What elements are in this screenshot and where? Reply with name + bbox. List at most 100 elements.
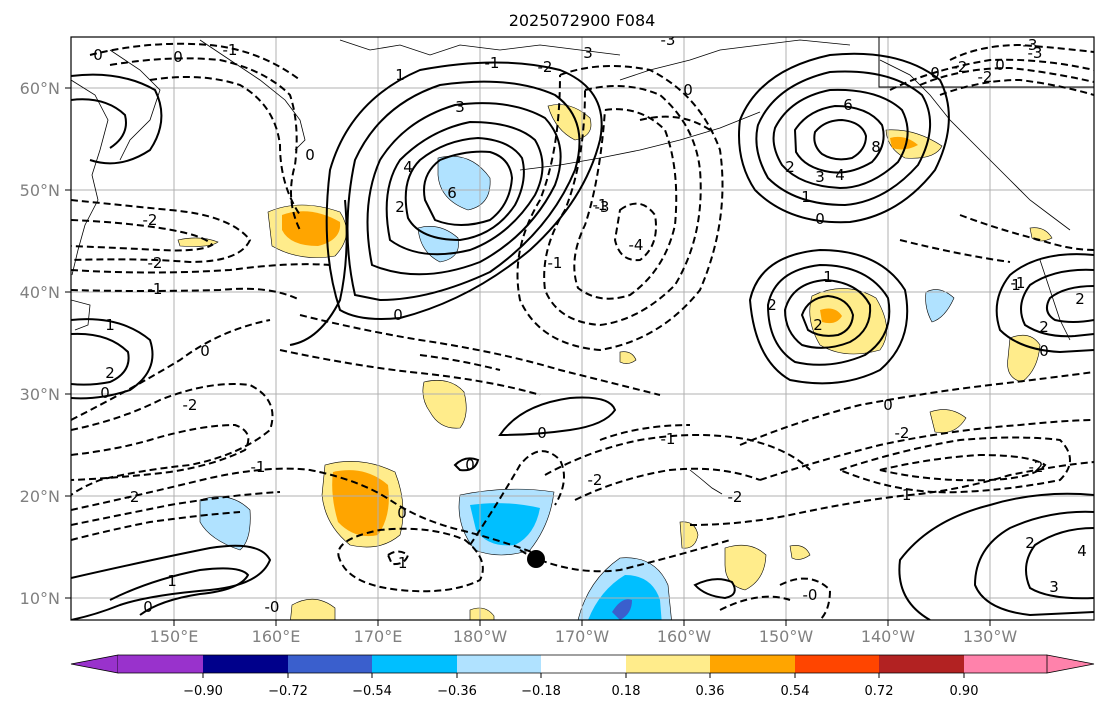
contour-label: 0	[883, 396, 893, 414]
contour-label: 0	[393, 306, 403, 324]
lat-label: 60°N	[20, 79, 60, 98]
colorbar-extend-low	[70, 654, 119, 674]
contour-label: -1	[223, 41, 238, 59]
lat-label: 30°N	[20, 385, 60, 404]
contour-label: -0	[803, 586, 818, 604]
contour-label: 0	[815, 210, 825, 228]
figure-title: 2025072900 F084	[509, 11, 656, 30]
contour-label: 2	[813, 316, 823, 334]
contour-label: 4	[835, 166, 845, 184]
contour-label: -0	[265, 598, 280, 616]
colorbar-extend-high	[1046, 654, 1095, 674]
contour-label: -2	[588, 471, 603, 489]
contour-label: -1	[661, 430, 676, 448]
contour-label: 1	[801, 188, 811, 206]
contour-label: 6	[447, 184, 457, 202]
contour-label: -1	[393, 554, 408, 572]
contour-label: 0	[305, 146, 315, 164]
colorbar-tick-label: 0.36	[696, 684, 725, 699]
lon-label: 160°E	[252, 627, 301, 646]
contour-label: 2	[785, 158, 795, 176]
anomaly-shading	[177, 104, 1053, 620]
negative-contours	[71, 42, 1094, 620]
contour-label: -1	[593, 196, 608, 214]
colorbar-tick-label: 0.72	[865, 684, 894, 699]
contour-label: -2	[538, 58, 553, 76]
contour-label: -3	[595, 198, 610, 216]
lon-label: 140°W	[861, 627, 916, 646]
contour-label: -2	[143, 211, 158, 229]
contour-label: 1	[1011, 276, 1021, 294]
lon-label: 150°W	[759, 627, 814, 646]
lat-label: 40°N	[20, 283, 60, 302]
contour-label: 4	[1077, 542, 1087, 560]
lat-label: 10°N	[20, 589, 60, 608]
contour-labels: 0 0 -1 0 -1 -2 3 -3 -3 1 3 4 6 2 -1 0 -2…	[93, 31, 1087, 616]
colorbar-swatch	[118, 655, 203, 673]
positive-contours	[71, 52, 1094, 620]
colorbar-swatch	[795, 655, 879, 673]
contour-label: 3	[583, 44, 593, 62]
storm-center-marker	[527, 550, 545, 568]
contour-label: 2	[1075, 290, 1085, 308]
contour-label: -1	[485, 54, 500, 72]
contour-label: -1	[897, 486, 912, 504]
contour-label: 2	[767, 296, 777, 314]
axis-ticks	[65, 87, 991, 626]
lon-label: 160°W	[657, 627, 712, 646]
contour-label: -1	[1011, 274, 1026, 292]
contour-label: -1	[251, 458, 266, 476]
contour-label: -2	[728, 488, 743, 506]
colorbar-tick-label: −0.54	[352, 684, 392, 699]
contour-label: 2	[1039, 318, 1049, 336]
contour-label: 3	[455, 98, 465, 116]
colorbar-swatch	[626, 655, 710, 673]
contour-label: 2	[105, 364, 115, 382]
colorbar-swatch	[710, 655, 795, 673]
contour-label: -1	[548, 254, 563, 272]
contour-label: -2	[148, 254, 163, 272]
colorbar-swatch	[879, 655, 964, 673]
contour-label: 0	[465, 456, 475, 474]
contour-label: 0	[537, 424, 547, 442]
contour-label: -2	[183, 396, 198, 414]
contour-label: 0	[100, 384, 110, 402]
contour-label: 6	[843, 96, 853, 114]
contour-label: 0	[143, 598, 153, 616]
contour-label: 2	[1025, 534, 1035, 552]
colorbar-tick-label: −0.18	[521, 684, 561, 699]
contour-label: -2	[895, 424, 910, 442]
lat-label: 50°N	[20, 181, 60, 200]
contour-label: 0	[930, 64, 940, 82]
contour-label: 8	[871, 138, 881, 156]
contour-label: -2	[1029, 458, 1044, 476]
contour-label: 1	[823, 268, 833, 286]
contour-label: 1	[105, 316, 115, 334]
map-panel: 0 0 -1 0 -1 -2 3 -3 -3 1 3 4 6 2 -1 0 -2…	[20, 31, 1095, 646]
colorbar-tick-label: 0.54	[781, 684, 810, 699]
colorbar-swatch	[457, 655, 541, 673]
contour-label: 0	[200, 342, 210, 360]
colorbar-swatch	[203, 655, 288, 673]
lon-label: 150°E	[150, 627, 199, 646]
colorbar-swatch	[541, 655, 626, 673]
contour-label: 0	[683, 81, 693, 99]
contour-label: -3	[1028, 44, 1043, 62]
colorbar-tick-label: −0.72	[268, 684, 308, 699]
lon-label: 130°W	[963, 627, 1018, 646]
contour-label: -4	[629, 236, 644, 254]
contour-label: 0	[995, 56, 1005, 74]
colorbar: −0.90 −0.72 −0.54 −0.36 −0.18 0.18 0.36 …	[70, 654, 1095, 699]
contour-label: 0	[1039, 342, 1049, 360]
contour-label: -2	[125, 488, 140, 506]
colorbar-swatch	[288, 655, 372, 673]
contour-label: -3	[661, 31, 676, 49]
contour-label: -2	[978, 68, 993, 86]
contour-label: 0	[93, 46, 103, 64]
lat-label: 20°N	[20, 487, 60, 506]
contour-label: -3	[1023, 36, 1038, 54]
colorbar-tick-label: −0.90	[183, 684, 223, 699]
contour-label: 1	[395, 66, 405, 84]
lon-label: 170°E	[354, 627, 403, 646]
